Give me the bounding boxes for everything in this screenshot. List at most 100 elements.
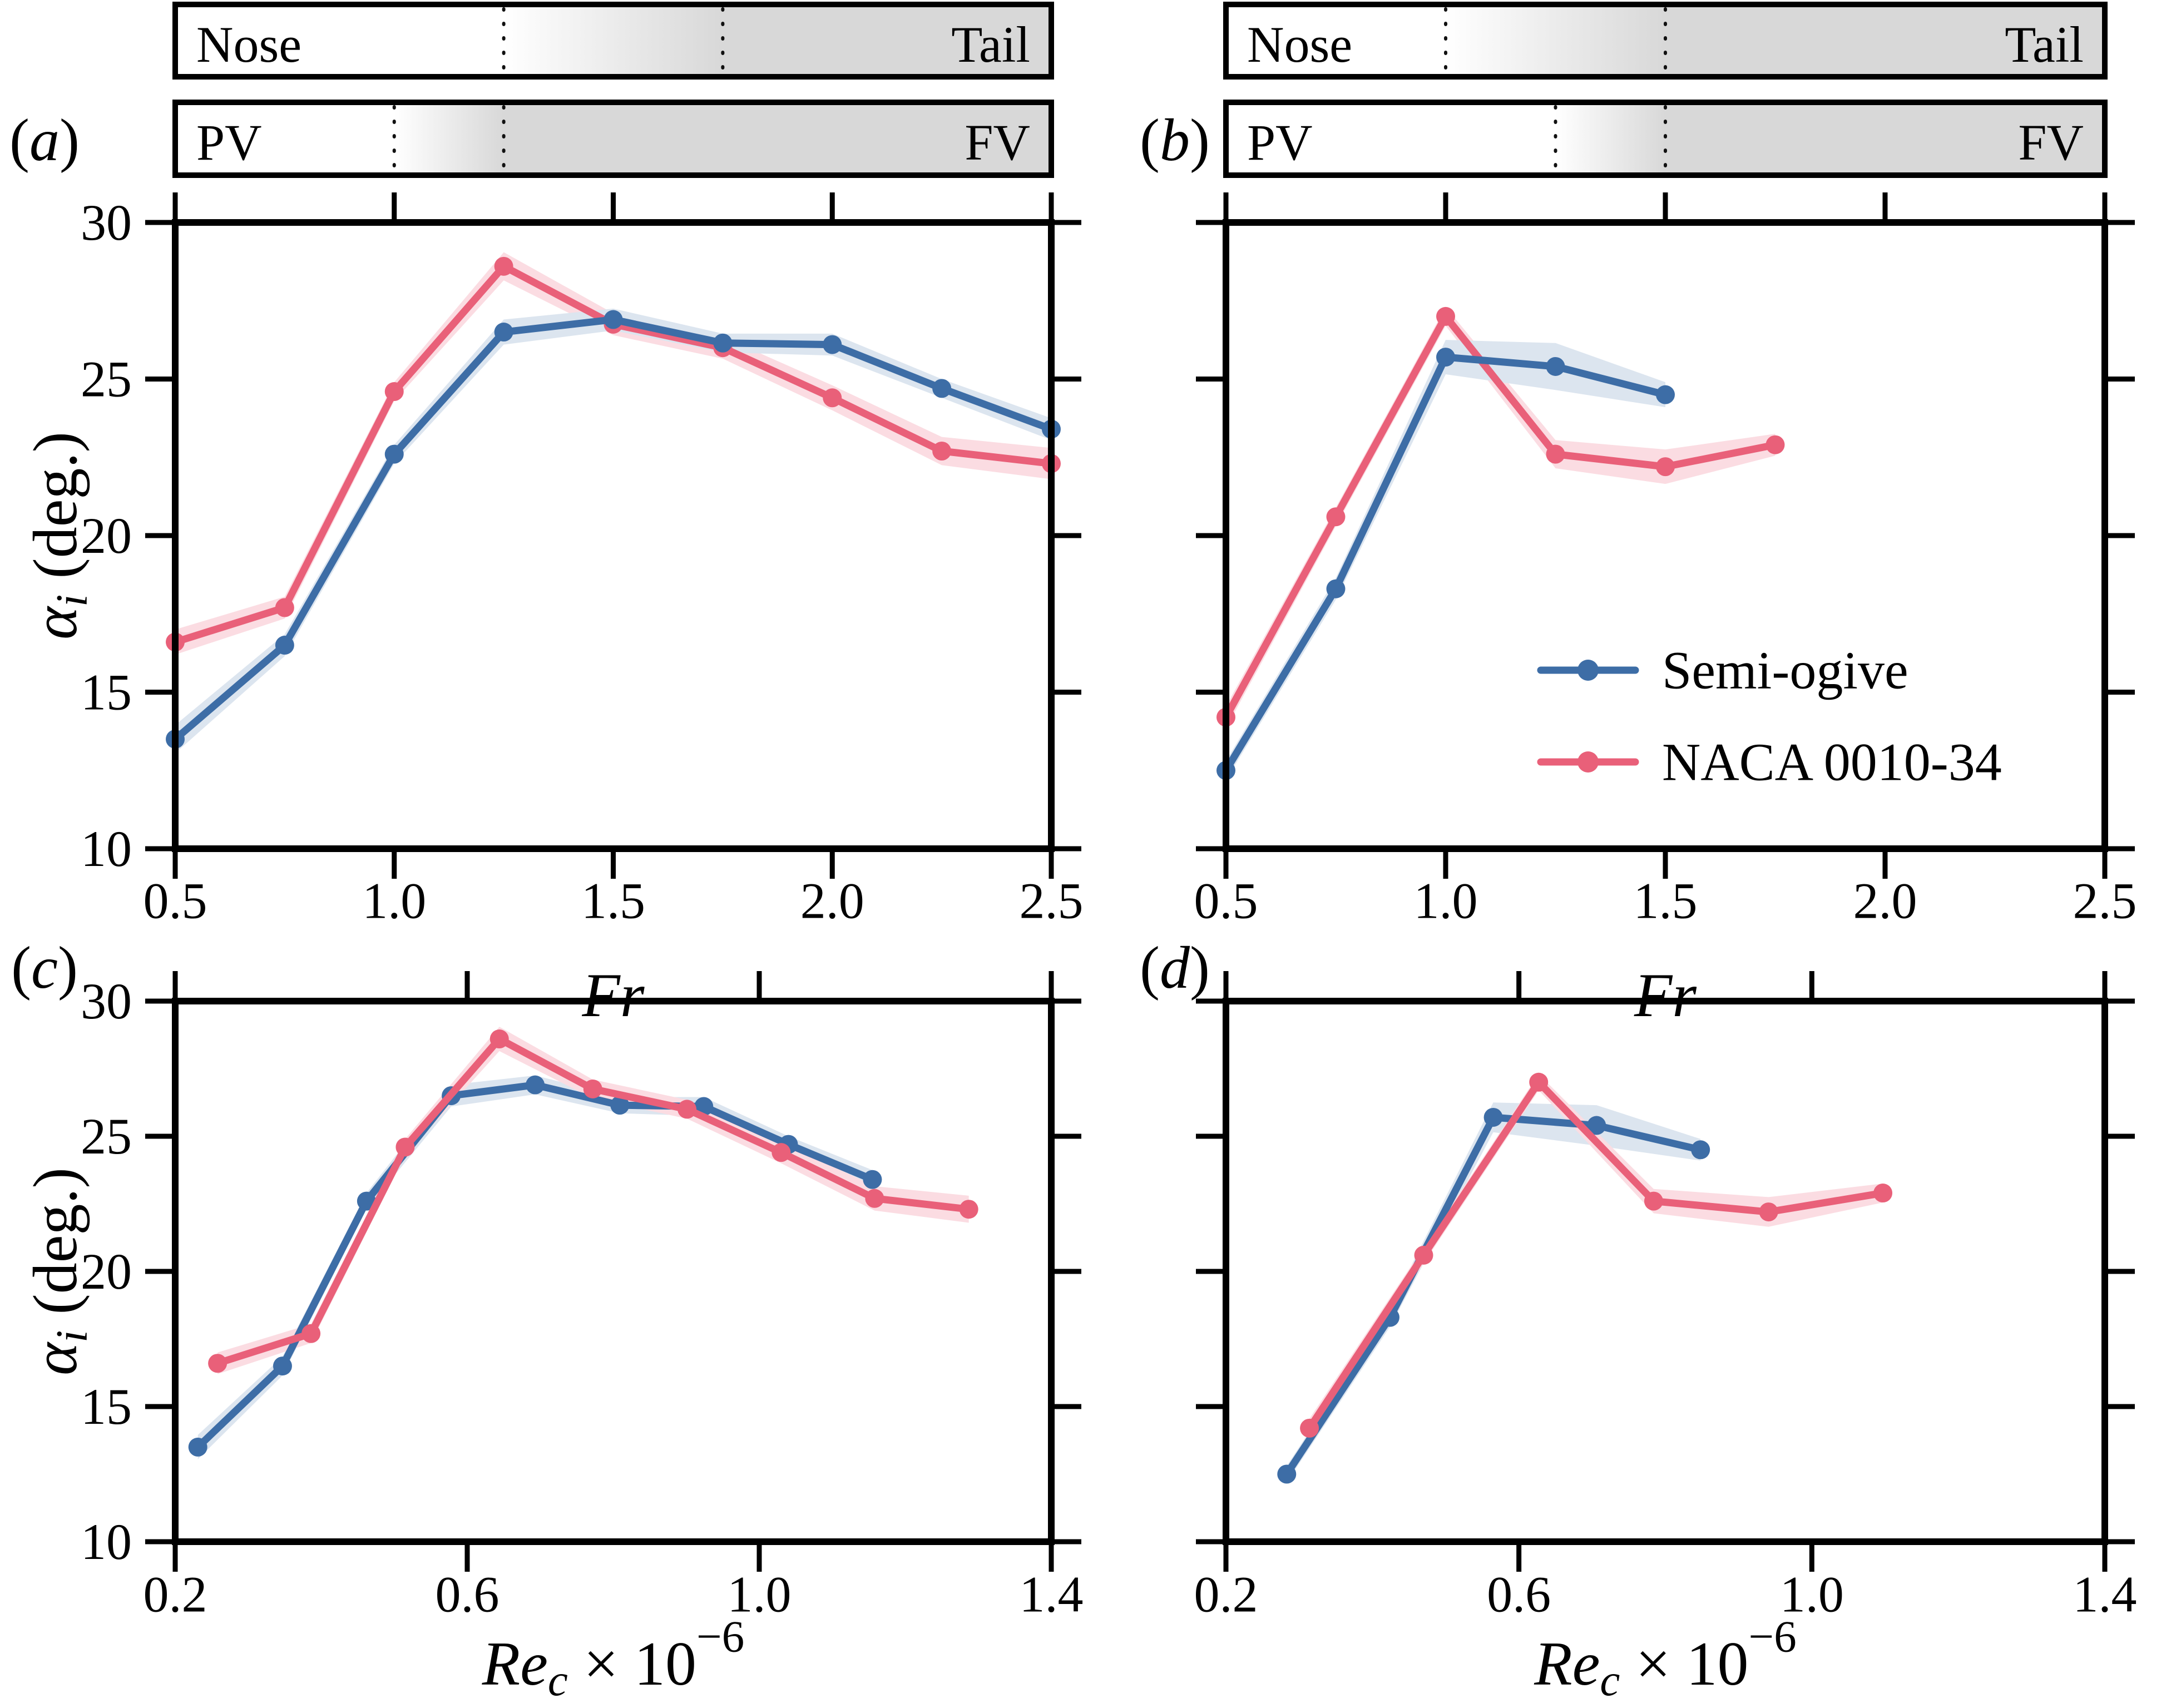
x-tick-label: 2.0 bbox=[800, 873, 864, 929]
error-band-semi-ogive bbox=[175, 308, 1051, 754]
zone-bar-pv-fv bbox=[172, 100, 1054, 178]
data-point-semi-ogive bbox=[1277, 1464, 1297, 1484]
y-tick-label: 20 bbox=[81, 507, 132, 564]
data-point-naca bbox=[771, 1143, 791, 1162]
data-point-semi-ogive bbox=[384, 444, 404, 464]
data-point-naca bbox=[1546, 444, 1565, 464]
y-tick-label: 30 bbox=[81, 194, 132, 251]
bar-label-fv-a: FV bbox=[965, 114, 1030, 171]
data-point-naca bbox=[1656, 457, 1675, 477]
data-point-naca bbox=[959, 1200, 978, 1219]
data-point-semi-ogive bbox=[275, 636, 294, 655]
data-point-semi-ogive bbox=[1436, 348, 1455, 367]
y-tick-label: 30 bbox=[81, 973, 132, 1029]
data-point-naca bbox=[1414, 1245, 1433, 1265]
panel-a: 0.5 1.0 1.5 2.0 2.5 10 15 20 25 30 Fr αi (deg.) (a) bbox=[9, 2, 1084, 1030]
x-tick-label: 1.0 bbox=[362, 873, 426, 929]
error-band-semi-ogive bbox=[1226, 340, 1665, 780]
bar-label-fv-b: FV bbox=[2018, 114, 2084, 171]
error-band-naca bbox=[217, 1027, 969, 1374]
data-point-naca bbox=[1644, 1191, 1663, 1211]
data-point-naca bbox=[865, 1189, 884, 1208]
data-point-semi-ogive bbox=[1587, 1116, 1606, 1135]
legend-label-naca: NACA 0010-34 bbox=[1662, 732, 2002, 792]
data-point-naca bbox=[489, 1029, 509, 1049]
series-line-semi-ogive bbox=[1222, 353, 1669, 774]
y-tick-label: 10 bbox=[81, 820, 132, 877]
data-point-naca bbox=[1759, 1202, 1778, 1222]
data-point-semi-ogive bbox=[932, 379, 952, 398]
x-tick-label: 0.5 bbox=[144, 873, 207, 929]
zone-bar-nose-tail bbox=[172, 2, 1054, 80]
x-tick-label: 1.0 bbox=[1414, 873, 1478, 929]
x-tick-label: 1.4 bbox=[2073, 1566, 2137, 1623]
panel-letter-b: (b) bbox=[1140, 107, 1210, 174]
y-axis-title: αi (deg.) bbox=[21, 432, 97, 640]
data-point-naca bbox=[677, 1100, 697, 1119]
x-tick-label: 0.6 bbox=[1487, 1566, 1551, 1623]
plot-box bbox=[172, 998, 1055, 1545]
series-line-semi-ogive bbox=[194, 1081, 876, 1451]
x-tick-label: 1.5 bbox=[581, 873, 645, 929]
data-point-semi-ogive bbox=[188, 1437, 207, 1457]
bar-label-tail-b: Tail bbox=[2005, 16, 2084, 73]
static-labels: Nose Tail PV FV Nose Tail PV FV Semi-ogi… bbox=[196, 16, 2084, 792]
data-point-naca bbox=[208, 1354, 228, 1373]
y-tick-label: 15 bbox=[81, 1378, 132, 1435]
y-tick-label: 25 bbox=[81, 351, 132, 408]
data-point-semi-ogive bbox=[1546, 357, 1565, 376]
data-point-semi-ogive bbox=[1326, 579, 1346, 598]
x-tick-label: 2.5 bbox=[2073, 873, 2137, 929]
y-tick-label: 25 bbox=[81, 1108, 132, 1165]
bar-label-tail-a: Tail bbox=[951, 16, 1030, 73]
bar-label-nose-b: Nose bbox=[1247, 16, 1352, 73]
legend-marker-semi-ogive bbox=[1577, 660, 1599, 681]
x-tick-label: 1.0 bbox=[728, 1566, 792, 1623]
legend-marker-naca bbox=[1577, 751, 1599, 773]
plot-box bbox=[172, 219, 1055, 852]
data-point-semi-ogive bbox=[494, 323, 513, 342]
series-line-semi-ogive bbox=[171, 316, 1055, 743]
x-axis-title: Fr bbox=[1634, 961, 1697, 1030]
x-axis-title: Rec × 10−6 bbox=[482, 1612, 744, 1705]
y-tick-label: 20 bbox=[81, 1243, 132, 1300]
series-line-naca bbox=[1305, 1078, 1887, 1432]
panel-letter-c: (c) bbox=[11, 935, 78, 1001]
x-axis-title: Fr bbox=[582, 961, 645, 1030]
data-point-naca bbox=[1873, 1184, 1893, 1203]
x-axis-title: Rec × 10−6 bbox=[1534, 1612, 1796, 1705]
panel-letter-a: (a) bbox=[9, 107, 80, 174]
series-line-naca bbox=[1222, 313, 1779, 721]
x-tick-label: 0.2 bbox=[1194, 1566, 1258, 1623]
y-axis-title: αi (deg.) bbox=[21, 1167, 97, 1375]
bar-label-pv-a: PV bbox=[196, 114, 262, 171]
data-point-naca bbox=[1765, 435, 1785, 454]
x-tick-label: 0.2 bbox=[144, 1566, 207, 1623]
x-tick-label: 0.5 bbox=[1194, 873, 1258, 929]
x-tick-label: 1.4 bbox=[1020, 1566, 1084, 1623]
data-point-naca bbox=[301, 1324, 321, 1343]
panel-letter-d: (d) bbox=[1140, 935, 1210, 1001]
data-point-semi-ogive bbox=[713, 333, 733, 353]
data-point-semi-ogive bbox=[1656, 385, 1675, 404]
panel-c: 0.2 0.6 1.0 1.4 10 15 20 25 30 Rec × 10−6 αi (deg.… bbox=[11, 935, 1083, 1706]
x-tick-label: 2.0 bbox=[1853, 873, 1917, 929]
data-point-naca bbox=[932, 441, 952, 461]
data-point-semi-ogive bbox=[604, 310, 623, 329]
panel-b: 0.5 1.0 1.5 2.0 2.5 Fr (b) bbox=[1140, 2, 2137, 1030]
data-point-semi-ogive bbox=[823, 335, 842, 354]
data-point-naca bbox=[395, 1137, 415, 1157]
data-point-naca bbox=[1300, 1418, 1319, 1438]
data-point-naca bbox=[823, 388, 842, 408]
data-point-naca bbox=[494, 256, 513, 276]
y-tick-label: 15 bbox=[81, 664, 132, 721]
plot-box bbox=[1223, 219, 2108, 852]
data-point-semi-ogive bbox=[526, 1075, 545, 1095]
error-band-semi-ogive bbox=[1287, 1102, 1701, 1483]
x-tick-label: 0.6 bbox=[436, 1566, 499, 1623]
data-point-naca bbox=[1529, 1072, 1549, 1092]
legend-label-semi-ogive: Semi-ogive bbox=[1662, 641, 1908, 700]
x-tick-label: 1.5 bbox=[1634, 873, 1698, 929]
